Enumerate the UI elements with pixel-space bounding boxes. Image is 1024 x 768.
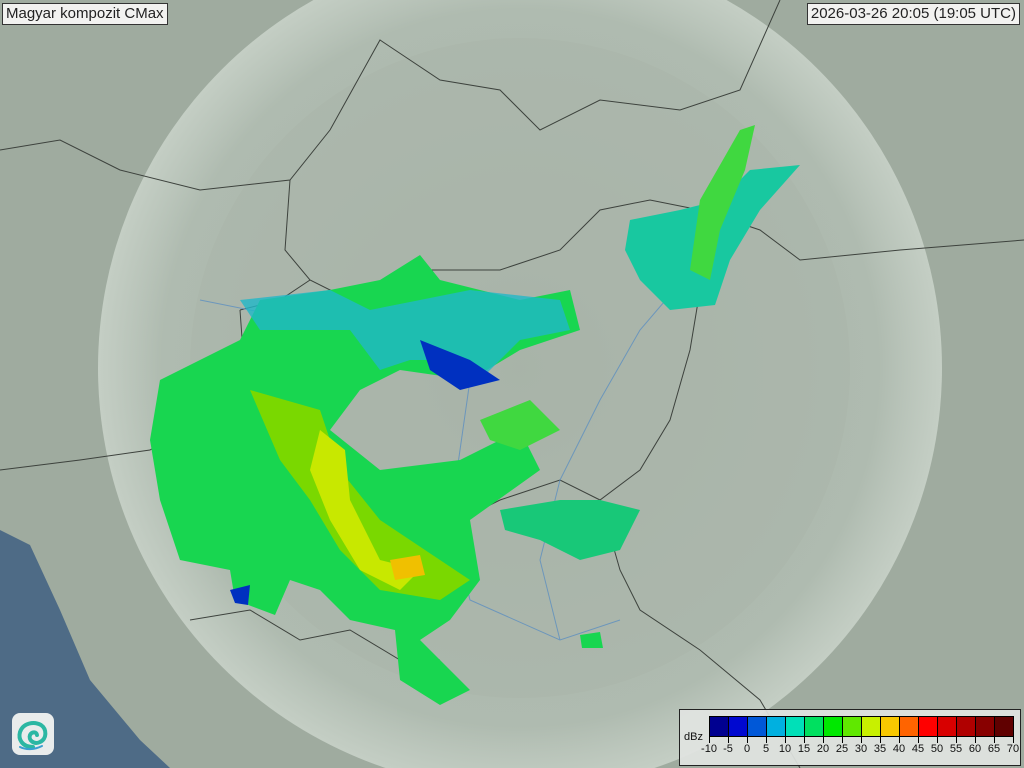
legend-tick [994, 737, 995, 743]
legend-tick-label: 50 [930, 743, 944, 755]
legend-tick [785, 737, 786, 743]
legend-tick [861, 737, 862, 743]
legend-swatch [843, 717, 862, 736]
legend-tick [842, 737, 843, 743]
legend-tick [766, 737, 767, 743]
radar-echoes [150, 125, 800, 705]
legend-swatch [881, 717, 900, 736]
adriatic-sea [0, 530, 170, 768]
legend-tick-label: 30 [854, 743, 868, 755]
legend-tick [804, 737, 805, 743]
legend-swatch [805, 717, 824, 736]
legend-swatch [729, 717, 748, 736]
legend-tick-label: 10 [778, 743, 792, 755]
legend-tick-label: 0 [743, 743, 751, 755]
legend-swatch [767, 717, 786, 736]
legend-tick-label: 70 [1006, 743, 1020, 755]
legend-tick-label: 65 [987, 743, 1001, 755]
legend-swatch [824, 717, 843, 736]
legend-tick [728, 737, 729, 743]
legend-tick-label: 40 [892, 743, 906, 755]
legend-tick-labels: -10 -5 0 5 10 15 20 25 30 35 40 45 50 55 60 65 70 [701, 737, 1019, 763]
legend-tick [975, 737, 976, 743]
legend-tick-label: -10 [701, 743, 717, 755]
legend-swatch [786, 717, 805, 736]
legend-tick [880, 737, 881, 743]
legend-swatch [748, 717, 767, 736]
legend-swatch [862, 717, 881, 736]
legend-tick-label: 20 [816, 743, 830, 755]
legend-swatch [957, 717, 976, 736]
legend-tick [899, 737, 900, 743]
legend-tick-label: 45 [911, 743, 925, 755]
legend-color-bar [709, 716, 1014, 737]
product-title: Magyar kompozit CMax [2, 3, 168, 25]
legend-tick-label: 25 [835, 743, 849, 755]
legend-tick [823, 737, 824, 743]
legend-tick [747, 737, 748, 743]
legend-swatch [938, 717, 957, 736]
legend-tick-label: 35 [873, 743, 887, 755]
legend-tick [709, 737, 710, 743]
legend-tick [937, 737, 938, 743]
legend-tick [956, 737, 957, 743]
omsz-logo [12, 713, 54, 755]
legend-swatch [919, 717, 938, 736]
legend-tick-label: 55 [949, 743, 963, 755]
timestamp-label: 2026-03-26 20:05 (19:05 UTC) [806, 3, 1020, 25]
legend-swatch [900, 717, 919, 736]
legend-swatch [710, 717, 729, 736]
legend-swatch [976, 717, 995, 736]
swirl-logo-icon [17, 721, 48, 751]
legend-tick-label: -5 [723, 743, 733, 755]
legend-tick-label: 15 [797, 743, 811, 755]
legend-tick-label: 60 [968, 743, 982, 755]
legend-tick-label: 5 [762, 743, 770, 755]
legend-swatch [995, 717, 1013, 736]
legend-tick [1013, 737, 1014, 743]
dbz-legend: dBz -10 -5 0 5 10 15 20 25 30 35 40 45 50 55 60 65 70 [679, 709, 1021, 766]
legend-unit: dBz [684, 731, 703, 743]
legend-tick [918, 737, 919, 743]
